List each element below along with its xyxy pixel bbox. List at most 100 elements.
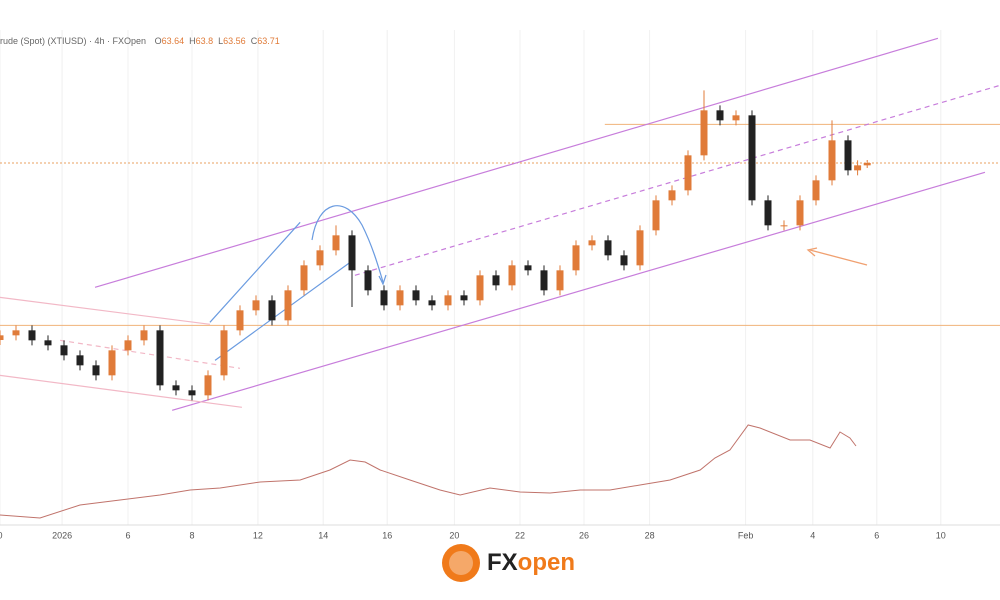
trend-line bbox=[354, 84, 1000, 276]
candle-body bbox=[140, 330, 148, 341]
arrowhead bbox=[806, 247, 818, 257]
candle-body bbox=[76, 355, 84, 366]
candle-body bbox=[444, 295, 452, 306]
candle-body bbox=[284, 290, 292, 321]
arrow bbox=[809, 249, 868, 266]
candle-body bbox=[732, 115, 740, 121]
candle-body bbox=[604, 240, 612, 256]
ohlc-value: 63.71 bbox=[257, 36, 280, 46]
candle-body bbox=[828, 140, 836, 181]
plot-layer bbox=[0, 90, 871, 519]
x-tick-label: 22 bbox=[515, 530, 525, 540]
x-tick-label: 2026 bbox=[52, 530, 72, 540]
x-tick-label: 28 bbox=[645, 530, 655, 540]
trend-line bbox=[171, 171, 986, 411]
trend-line bbox=[94, 37, 939, 288]
x-tick-label: 8 bbox=[189, 530, 194, 540]
candle-body bbox=[12, 330, 20, 336]
candle-body bbox=[588, 240, 596, 246]
candle-body bbox=[188, 390, 196, 396]
candle-body bbox=[854, 165, 862, 171]
candle-body bbox=[652, 200, 660, 231]
candle-body bbox=[492, 275, 500, 286]
ohlc-value: 63.8 bbox=[196, 36, 214, 46]
indicator-line bbox=[0, 424, 857, 519]
candle-body bbox=[748, 115, 756, 201]
x-tick-label: 6 bbox=[125, 530, 130, 540]
x-tick-label: 20 bbox=[449, 530, 459, 540]
trend-line bbox=[209, 221, 301, 323]
candle-body bbox=[108, 350, 116, 376]
candle-body bbox=[380, 290, 388, 306]
candle-body bbox=[332, 235, 340, 251]
candle-body bbox=[300, 265, 308, 291]
arc-drawing bbox=[311, 205, 384, 283]
logo-fx: FX bbox=[487, 549, 518, 576]
ohlc-value: 63.56 bbox=[223, 36, 246, 46]
symbol: rude (Spot) (XTIUSD) · 4h · FXOpen bbox=[0, 36, 146, 46]
x-tick-label: 26 bbox=[579, 530, 589, 540]
header: rude (Spot) (XTIUSD) · 4h · FXOpen O63.6… bbox=[0, 36, 280, 46]
candle-body bbox=[716, 110, 724, 121]
candle-body bbox=[172, 385, 180, 391]
logo-icon-inner bbox=[449, 551, 473, 575]
candle-body bbox=[204, 375, 212, 396]
ohlc-value: 63.64 bbox=[162, 36, 185, 46]
ohlc-letter: H bbox=[189, 36, 196, 46]
trend-line bbox=[0, 296, 210, 325]
candle-body bbox=[684, 155, 692, 191]
ohlc-letter: O bbox=[155, 36, 162, 46]
x-tick-label: 14 bbox=[318, 530, 328, 540]
candle-body bbox=[60, 345, 68, 356]
trend-line bbox=[0, 374, 242, 408]
candle-body bbox=[764, 200, 772, 226]
candle-body bbox=[700, 110, 708, 156]
candle-body bbox=[316, 250, 324, 266]
candle-body bbox=[780, 225, 788, 227]
logo: FXopen bbox=[442, 544, 575, 582]
candle-body bbox=[572, 245, 580, 271]
x-tick-label: 16 bbox=[382, 530, 392, 540]
candle-body bbox=[396, 290, 404, 306]
candle-body bbox=[556, 270, 564, 291]
candle-body bbox=[92, 365, 100, 376]
logo-open: open bbox=[518, 549, 575, 576]
candle-body bbox=[428, 300, 436, 306]
candle-body bbox=[252, 300, 260, 311]
candle-body bbox=[524, 265, 532, 271]
grid-layer: 0 2026 6 8 12 14 16 20 22 26 28 Feb 4 6 10 bbox=[0, 30, 946, 540]
logo-icon bbox=[442, 544, 480, 582]
trend-line bbox=[60, 339, 241, 369]
x-tick-label: 0 bbox=[0, 530, 3, 540]
ohlc-letter: L bbox=[218, 36, 223, 46]
x-tick-label: 10 bbox=[936, 530, 946, 540]
ohlc-letter: C bbox=[251, 36, 258, 46]
candle-body bbox=[124, 340, 132, 351]
logo-text: FXopen bbox=[487, 549, 575, 576]
candle-body bbox=[268, 300, 276, 321]
candle-body bbox=[508, 265, 516, 286]
candle-body bbox=[28, 330, 36, 341]
candle-body bbox=[412, 290, 420, 301]
candle-body bbox=[620, 255, 628, 266]
x-tick-label: 12 bbox=[253, 530, 263, 540]
candle-body bbox=[220, 330, 228, 376]
trend-line bbox=[214, 261, 351, 361]
x-tick-label: Feb bbox=[738, 530, 754, 540]
candle-body bbox=[863, 163, 871, 166]
candle-body bbox=[156, 330, 164, 386]
candle-body bbox=[364, 270, 372, 291]
candle-body bbox=[348, 235, 356, 271]
candle-body bbox=[476, 275, 484, 301]
x-tick-label: 6 bbox=[874, 530, 879, 540]
candle-body bbox=[668, 190, 676, 201]
x-tick-label: 4 bbox=[810, 530, 815, 540]
candle-body bbox=[44, 340, 52, 346]
candle-body bbox=[844, 140, 852, 171]
candle-body bbox=[636, 230, 644, 266]
candle-body bbox=[796, 200, 804, 226]
candle-body bbox=[540, 270, 548, 291]
